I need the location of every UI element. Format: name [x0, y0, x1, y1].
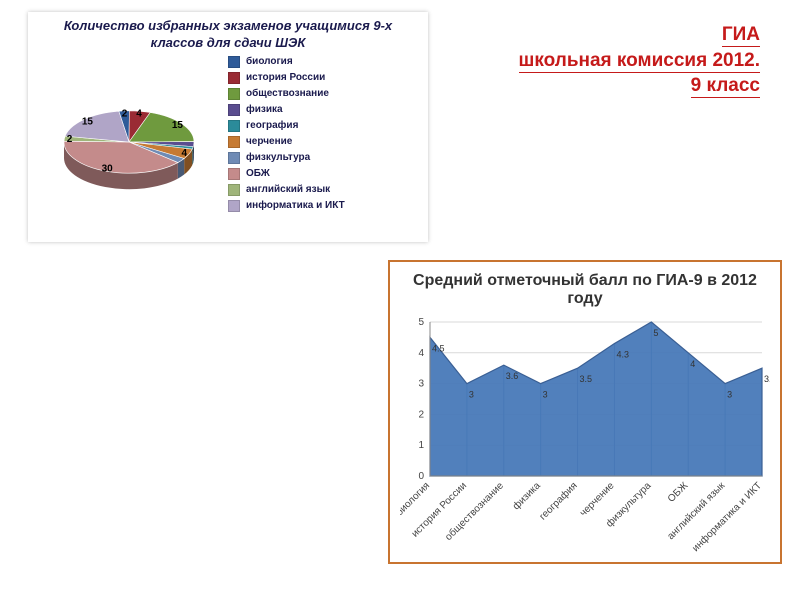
svg-text:биология: биология	[400, 480, 432, 519]
legend-item: ОБЖ	[228, 168, 345, 180]
legend-swatch	[228, 184, 240, 196]
legend-item: география	[228, 120, 345, 132]
legend-label: обществознание	[246, 88, 329, 99]
svg-text:3.5: 3.5	[764, 374, 770, 384]
svg-text:30: 30	[102, 164, 114, 175]
page-heading: ГИА школьная комиссия 2012. 9 класс	[519, 22, 760, 99]
svg-text:4.5: 4.5	[432, 343, 445, 353]
svg-text:3: 3	[418, 379, 424, 390]
legend-swatch	[228, 72, 240, 84]
legend-label: информатика и ИКТ	[246, 200, 345, 211]
heading-line3: 9 класс	[691, 75, 760, 98]
legend-item: физкультура	[228, 152, 345, 164]
svg-text:4: 4	[418, 348, 424, 359]
area-title: Средний отметочный балл по ГИА-9 в 2012 …	[400, 272, 770, 308]
svg-text:5: 5	[418, 317, 424, 328]
legend-label: география	[246, 120, 298, 131]
svg-text:3: 3	[727, 390, 732, 400]
legend-swatch	[228, 136, 240, 148]
svg-text:3: 3	[543, 390, 548, 400]
area-chart-card: Средний отметочный балл по ГИА-9 в 2012 …	[388, 260, 782, 564]
svg-text:3.6: 3.6	[506, 371, 519, 381]
legend-swatch	[228, 120, 240, 132]
svg-text:15: 15	[82, 116, 94, 127]
heading-line1: ГИА	[722, 24, 760, 47]
svg-text:география: география	[537, 480, 580, 523]
svg-text:15: 15	[172, 120, 184, 131]
legend-item: черчение	[228, 136, 345, 148]
svg-text:4: 4	[136, 108, 142, 119]
pie-chart-card: Количество избранных экзаменов учащимися…	[28, 12, 428, 242]
heading-line2: школьная комиссия 2012.	[519, 50, 760, 73]
legend-swatch	[228, 104, 240, 116]
pie-chart: 2415430215	[34, 64, 224, 234]
legend-label: физика	[246, 104, 283, 115]
svg-text:3.5: 3.5	[580, 374, 593, 384]
svg-text:2: 2	[418, 409, 424, 420]
svg-text:5: 5	[653, 328, 658, 338]
pie-legend: биология история России обществознание физи…	[228, 56, 345, 216]
svg-text:4.3: 4.3	[616, 350, 629, 360]
legend-swatch	[228, 200, 240, 212]
legend-item: информатика и ИКТ	[228, 200, 345, 212]
svg-text:4: 4	[181, 148, 187, 159]
legend-item: биология	[228, 56, 345, 68]
legend-label: черчение	[246, 136, 292, 147]
svg-text:2: 2	[67, 134, 73, 145]
legend-swatch	[228, 88, 240, 100]
legend-label: история России	[246, 72, 325, 83]
svg-text:черчение: черчение	[578, 480, 617, 519]
svg-text:1: 1	[418, 440, 424, 451]
legend-swatch	[228, 168, 240, 180]
svg-text:2: 2	[122, 108, 128, 119]
legend-label: английский язык	[246, 184, 330, 195]
svg-text:4: 4	[690, 359, 695, 369]
area-chart: 012345биологияистория Россииобществознан…	[400, 312, 770, 562]
svg-text:физика: физика	[510, 479, 543, 512]
legend-label: ОБЖ	[246, 168, 270, 179]
legend-label: биология	[246, 56, 293, 67]
svg-text:информатика и ИКТ: информатика и ИКТ	[690, 480, 764, 554]
svg-text:ОБЖ: ОБЖ	[666, 480, 691, 505]
legend-item: физика	[228, 104, 345, 116]
legend-swatch	[228, 152, 240, 164]
pie-title: Количество избранных экзаменов учащимися…	[38, 18, 418, 52]
legend-item: обществознание	[228, 88, 345, 100]
legend-label: физкультура	[246, 152, 310, 163]
legend-item: английский язык	[228, 184, 345, 196]
legend-swatch	[228, 56, 240, 68]
svg-text:3: 3	[469, 390, 474, 400]
legend-item: история России	[228, 72, 345, 84]
